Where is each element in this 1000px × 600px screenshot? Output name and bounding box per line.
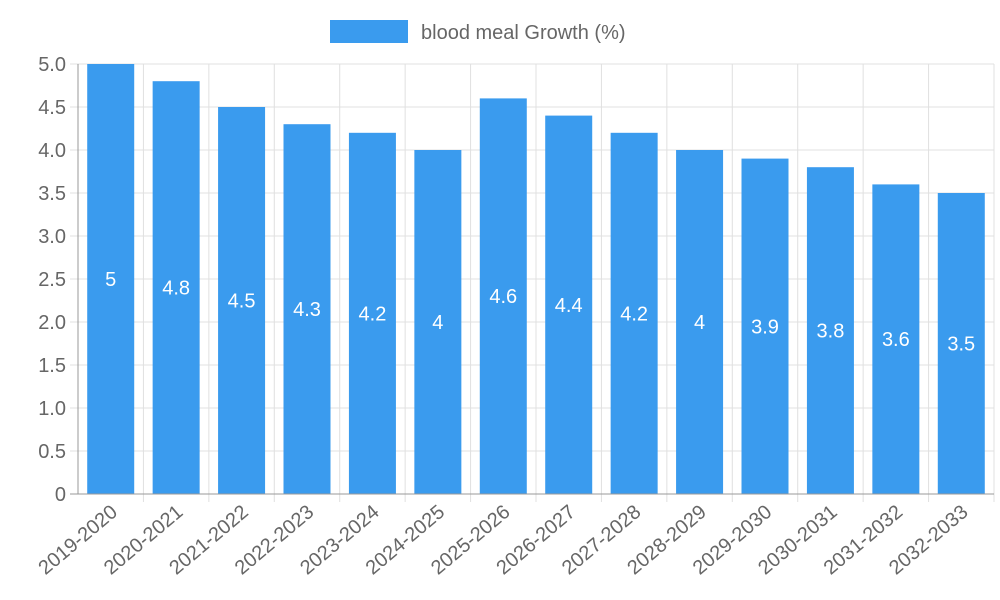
y-tick-label: 5.0 <box>38 54 66 76</box>
bar[interactable] <box>348 132 396 495</box>
y-tick-label: 3.0 <box>38 226 66 248</box>
y-tick-label: 0 <box>55 484 66 506</box>
data-label: 3.8 <box>817 321 845 343</box>
legend-swatch <box>330 20 408 43</box>
data-label: 4.5 <box>228 291 256 313</box>
data-label: 4.2 <box>359 303 387 325</box>
bar[interactable] <box>479 98 527 495</box>
bar[interactable] <box>414 150 462 494</box>
bar[interactable] <box>806 167 854 494</box>
bar[interactable] <box>676 150 724 494</box>
bar[interactable] <box>283 124 331 494</box>
bar[interactable] <box>152 81 200 494</box>
data-label: 4.6 <box>489 286 517 308</box>
data-label: 4.2 <box>620 303 648 325</box>
y-tick-label: 4.0 <box>38 140 66 162</box>
data-labels: 5 4.8 4.5 4.3 4.2 4 4.6 4.4 4.2 4 3.9 3.8 3.6 3.5 <box>105 269 975 356</box>
grid-lines <box>78 63 995 502</box>
y-tick-label: 2.5 <box>38 269 66 291</box>
data-label: 4.8 <box>162 278 190 300</box>
y-tick-label: 2.0 <box>38 312 66 334</box>
bar[interactable] <box>87 64 135 494</box>
bar[interactable] <box>741 158 789 494</box>
bars <box>87 64 985 495</box>
data-label: 5 <box>105 269 116 291</box>
legend-label: blood meal Growth (%) <box>421 22 626 44</box>
bar[interactable] <box>218 107 266 494</box>
bar[interactable] <box>937 193 985 494</box>
y-tick-label: 0.5 <box>38 441 66 463</box>
y-tick-label: 1.0 <box>38 398 66 420</box>
data-label: 4.3 <box>293 299 321 321</box>
y-tick-label: 1.5 <box>38 355 66 377</box>
data-label: 4.4 <box>555 295 583 317</box>
data-label: 3.6 <box>882 329 910 351</box>
legend[interactable]: blood meal Growth (%) <box>330 20 626 44</box>
y-tick-label: 4.5 <box>38 97 66 119</box>
y-tick-label: 3.5 <box>38 183 66 205</box>
bar[interactable] <box>545 115 593 494</box>
data-label: 3.5 <box>947 334 975 356</box>
bar[interactable] <box>872 184 920 494</box>
bar[interactable] <box>610 132 658 495</box>
data-label: 3.9 <box>751 316 779 338</box>
data-label: 4 <box>432 312 443 334</box>
data-label: 4 <box>694 312 705 334</box>
